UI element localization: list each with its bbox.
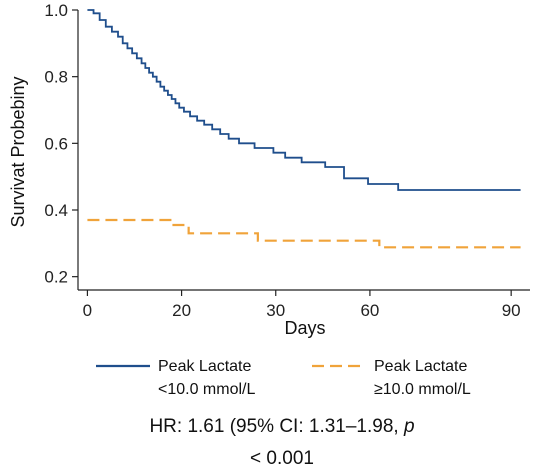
legend: Peak Lactate <10.0 mmol/L Peak Lactate ≥… [96,358,471,398]
y-axis-title: Survivat Probebiny [8,76,28,227]
series-group [87,9,521,249]
y-tick-label: 0.6 [44,134,68,153]
hazard-ratio-p: p [403,416,415,437]
p-value-text: < 0.001 [250,448,314,469]
x-tick-label: 60 [360,301,379,320]
y-axis-ticks: 1.0 0.8 0.6 0.4 0.2 [44,1,78,287]
hazard-ratio-prefix: HR: 1.61 (95% CI: 1.31–1.98, [149,416,404,437]
y-tick-label: 0.2 [44,268,68,287]
x-tick-label: 30 [266,301,285,320]
hazard-ratio-text: HR: 1.61 (95% CI: 1.31–1.98, p [149,416,414,437]
y-tick-label: 0.8 [44,68,68,87]
x-tick-label: 20 [172,301,191,320]
legend-label-high-line2: ≥10.0 mmol/L [374,381,471,398]
legend-label-high-line1: Peak Lactate [374,358,468,375]
y-tick-label: 0.4 [44,201,68,220]
legend-label-low-line2: <10.0 mmol/L [158,381,255,398]
series-line-low-lactate [87,9,521,191]
y-tick-label: 1.0 [44,1,68,20]
series-line-high-lactate [87,218,521,249]
legend-label-low-line1: Peak Lactate [158,358,252,375]
x-axis-title: Days [284,318,325,338]
x-tick-label: 90 [502,301,521,320]
x-tick-label: 0 [83,301,92,320]
x-axis-ticks: 0 20 30 60 90 [83,290,521,320]
